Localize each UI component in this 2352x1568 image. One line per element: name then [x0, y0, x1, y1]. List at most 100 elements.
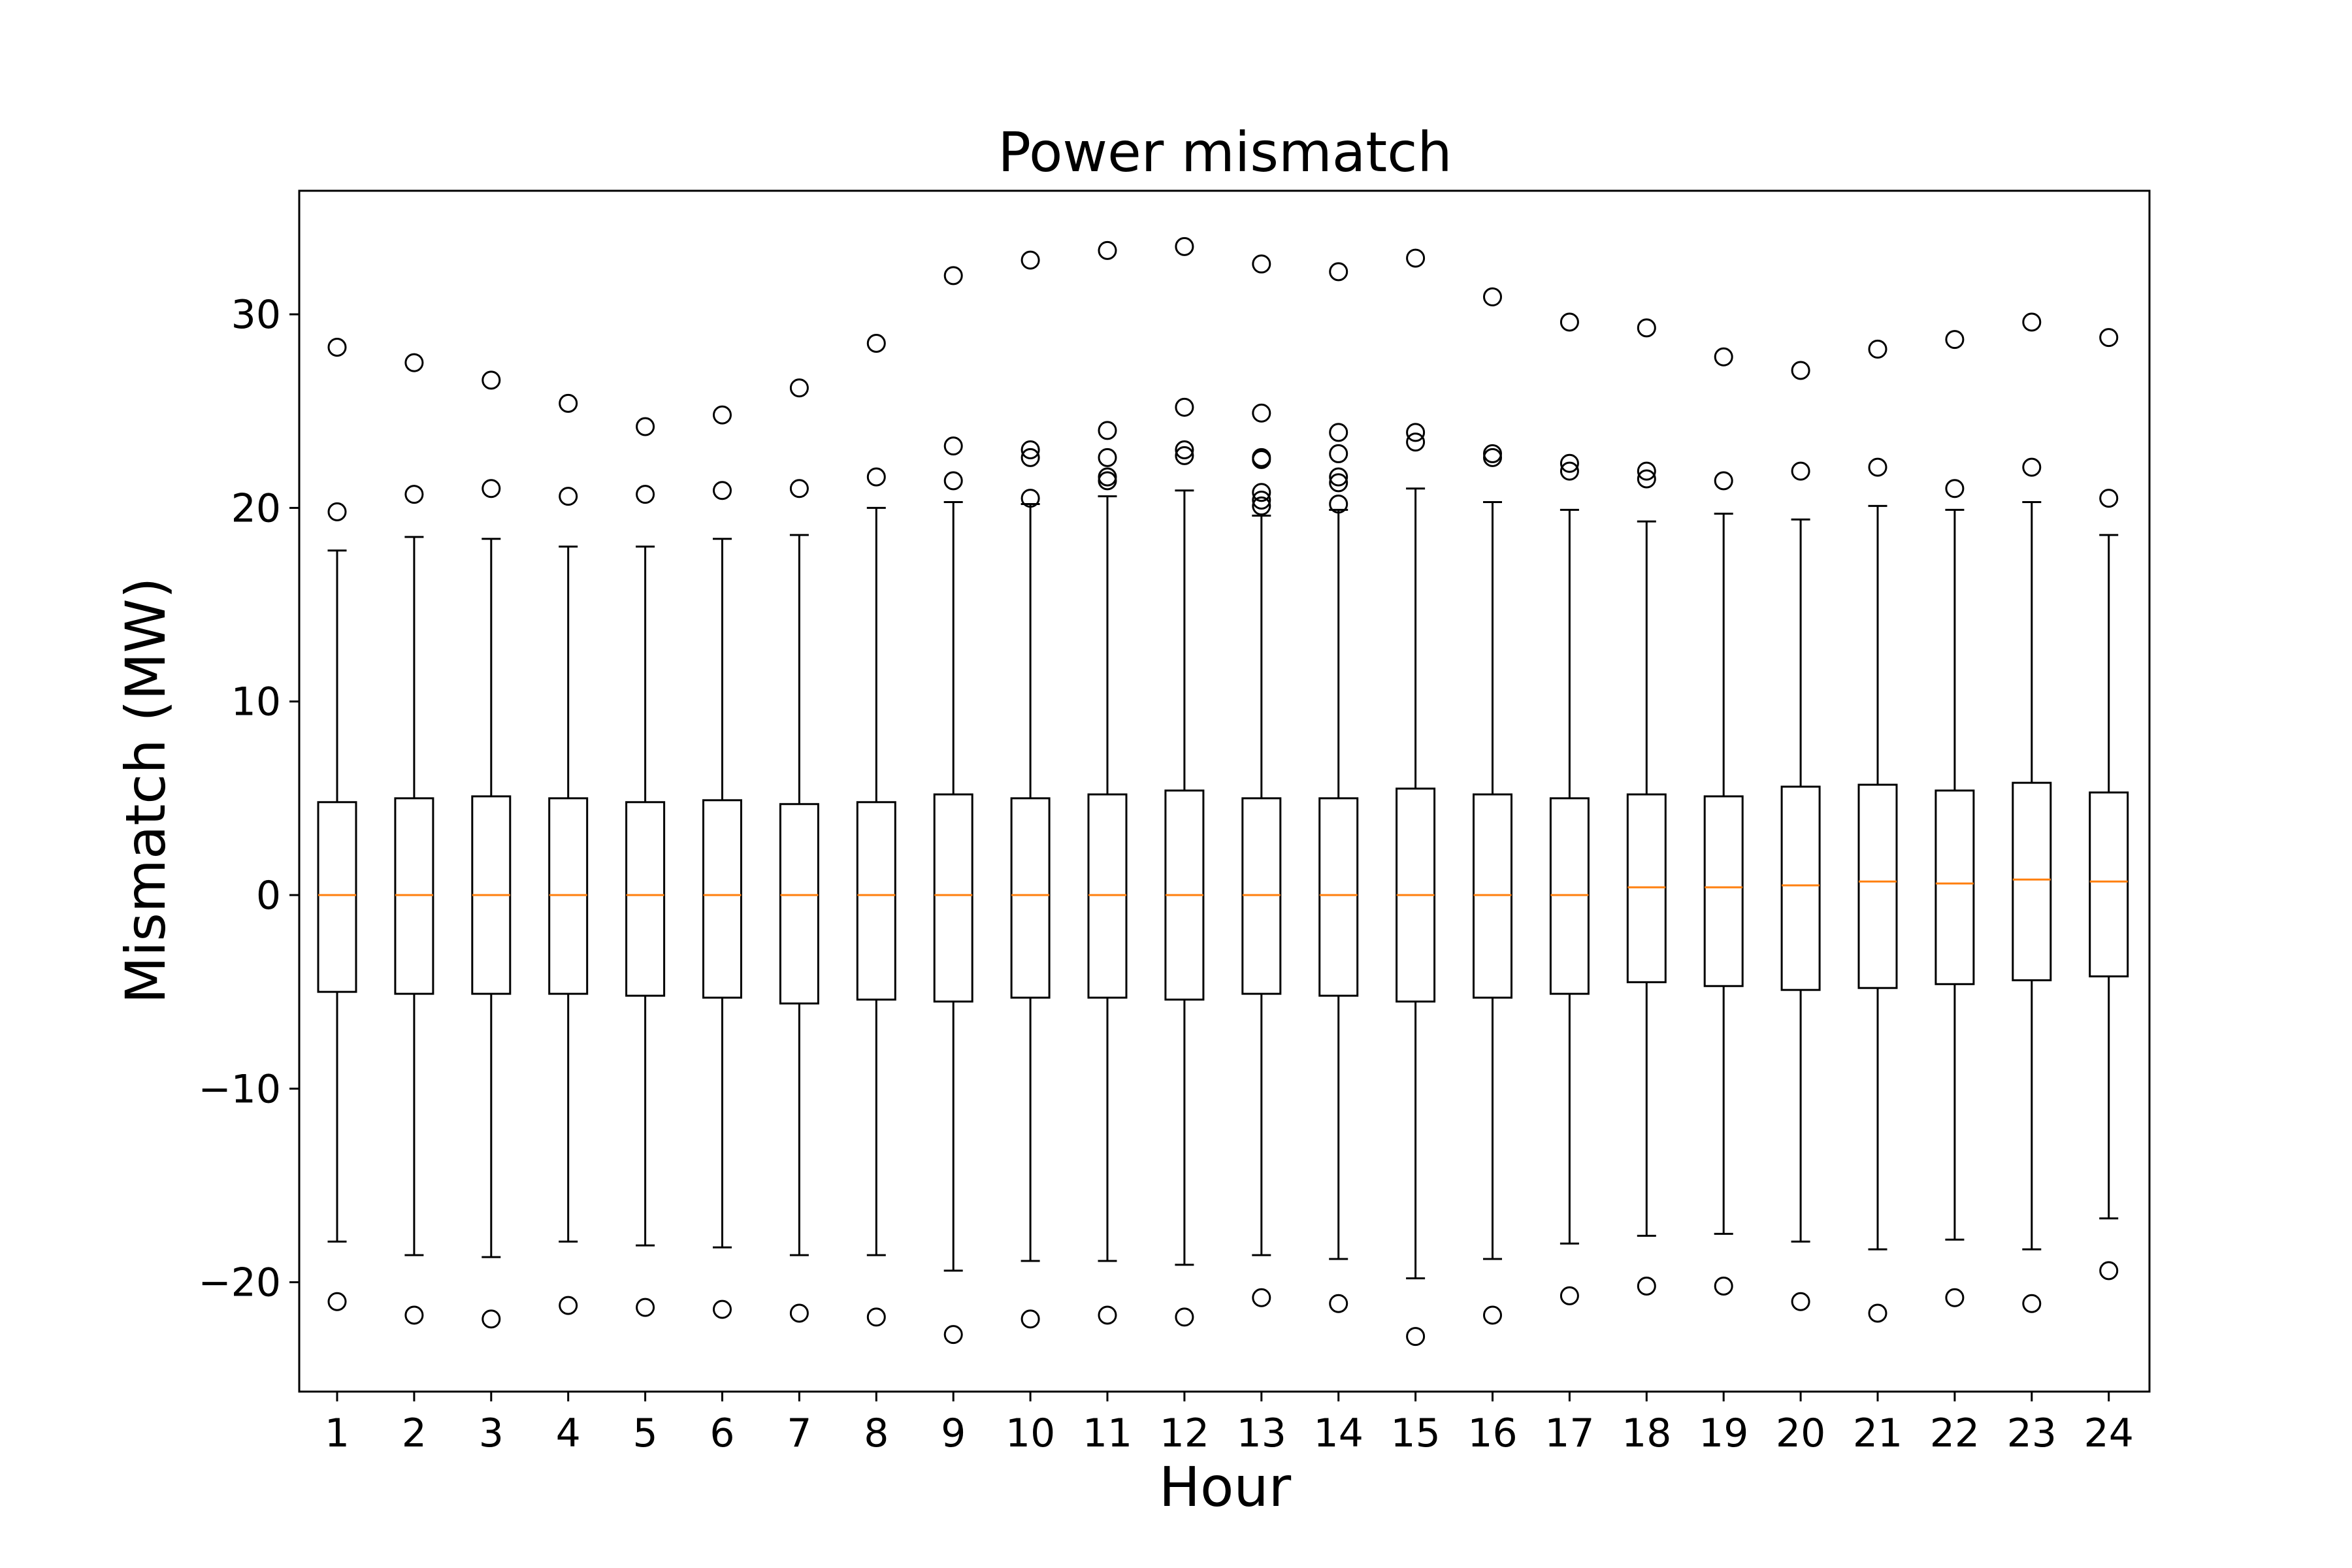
x-tick-label: 5: [633, 1411, 658, 1456]
x-tick-label: 6: [710, 1411, 734, 1456]
iqr-box: [1780, 785, 1821, 991]
outlier-point: [1406, 423, 1426, 442]
box-hour-13: [1241, 254, 1282, 1307]
outlier-point: [327, 1292, 347, 1311]
outlier-point: [1098, 471, 1117, 491]
outlier-point: [559, 393, 578, 413]
outlier-point: [1021, 489, 1040, 508]
x-tick-label: 9: [941, 1411, 966, 1456]
outlier-point: [1406, 1327, 1426, 1347]
x-tick-label: 11: [1083, 1411, 1132, 1456]
outlier-point: [1791, 461, 1810, 481]
outlier-point: [1329, 423, 1348, 442]
x-tick-label: 12: [1160, 1411, 1209, 1456]
box-hour-24: [2089, 328, 2129, 1281]
x-tick-label: 17: [1544, 1411, 1594, 1456]
box-hour-4: [548, 393, 589, 1315]
iqr-box: [625, 801, 666, 997]
outlier-point: [1329, 494, 1348, 514]
outlier-point: [866, 467, 886, 487]
box-hour-18: [1626, 318, 1667, 1296]
outlier-point: [1021, 250, 1040, 270]
outlier-point: [943, 1325, 963, 1345]
x-tick-label: 15: [1390, 1411, 1440, 1456]
outlier-point: [1098, 421, 1117, 440]
outlier-point: [1791, 361, 1810, 380]
box-hour-14: [1318, 262, 1359, 1313]
outlier-point: [1483, 287, 1502, 306]
y-tick-label: −20: [198, 1260, 281, 1306]
outlier-point: [636, 485, 655, 504]
outlier-point: [1945, 1288, 1965, 1307]
outlier-point: [1483, 1305, 1502, 1325]
iqr-box: [2089, 791, 2129, 977]
outlier-point: [866, 334, 886, 353]
box-hour-1: [317, 337, 357, 1311]
outlier-point: [2099, 1261, 2119, 1281]
x-tick-label: 1: [325, 1411, 350, 1456]
iqr-box: [2012, 781, 2052, 981]
outlier-point: [1560, 1286, 1579, 1305]
box-hour-2: [394, 353, 434, 1325]
box-hour-6: [702, 405, 742, 1319]
outlier-point: [1098, 448, 1117, 467]
outlier-point: [943, 471, 963, 491]
outlier-point: [1329, 1294, 1348, 1313]
outlier-point: [789, 1303, 809, 1323]
outlier-point: [1252, 403, 1271, 423]
outlier-point: [1175, 446, 1194, 465]
outlier-point: [1252, 491, 1271, 510]
outlier-point: [1406, 248, 1426, 268]
outlier-point: [1329, 467, 1348, 487]
x-tick-label: 23: [2007, 1411, 2057, 1456]
box-hour-22: [1935, 330, 1975, 1307]
outlier-point: [404, 1305, 424, 1325]
box-hour-19: [1703, 347, 1744, 1296]
outlier-point: [1329, 262, 1348, 282]
x-tick-label: 19: [1699, 1411, 1748, 1456]
x-tick-label: 8: [864, 1411, 889, 1456]
outlier-point: [1329, 473, 1348, 493]
iqr-box: [1935, 789, 1975, 985]
outlier-point: [482, 1309, 501, 1329]
box-hour-5: [625, 417, 666, 1317]
box-hour-11: [1087, 240, 1128, 1325]
iqr-box: [1703, 795, 1744, 987]
outlier-point: [1637, 461, 1656, 481]
outlier-point: [1252, 483, 1271, 502]
outlier-point: [1252, 1288, 1271, 1307]
outlier-point: [2099, 328, 2119, 348]
iqr-box: [317, 801, 357, 993]
outlier-point: [1252, 254, 1271, 274]
iqr-box: [856, 801, 896, 1001]
outlier-point: [559, 1296, 578, 1315]
y-tick-label: 0: [256, 873, 281, 919]
outlier-point: [1868, 1303, 1887, 1323]
y-axis-label: Mismatch (MW): [114, 577, 178, 1004]
outlier-point: [789, 479, 809, 498]
x-tick-label: 7: [787, 1411, 811, 1456]
outlier-point: [789, 378, 809, 398]
y-tick-label: 10: [231, 679, 281, 725]
outlier-point: [1637, 1277, 1656, 1296]
outlier-point: [559, 487, 578, 506]
box-hour-21: [1857, 339, 1898, 1323]
box-hour-10: [1010, 250, 1051, 1329]
x-tick-label: 2: [402, 1411, 427, 1456]
x-axis-label: Hour: [1159, 1455, 1292, 1519]
box-hour-15: [1396, 248, 1436, 1347]
outlier-point: [1021, 1309, 1040, 1329]
chart-title: Power mismatch: [998, 120, 1452, 184]
outlier-point: [1945, 330, 1965, 350]
outlier-point: [1714, 1277, 1733, 1296]
box-hour-3: [471, 370, 512, 1329]
x-tick-label: 10: [1005, 1411, 1055, 1456]
outlier-point: [404, 485, 424, 504]
iqr-box: [702, 799, 742, 999]
outlier-point: [1021, 448, 1040, 467]
outlier-point: [1406, 433, 1426, 452]
x-tick-label: 3: [479, 1411, 504, 1456]
outlier-point: [1868, 339, 1887, 359]
outlier-point: [482, 370, 501, 390]
